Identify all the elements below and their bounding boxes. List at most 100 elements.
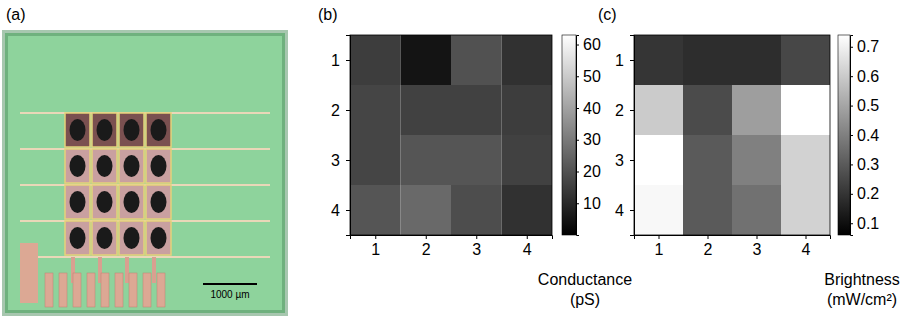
x-tick-mark bbox=[757, 235, 758, 239]
x-axis-line bbox=[351, 236, 553, 240]
x-tick: 3 bbox=[472, 235, 481, 258]
y-axis: 1234 bbox=[331, 36, 350, 236]
colorbar-tick-label: 0.7 bbox=[857, 38, 879, 55]
electrode-line bbox=[20, 148, 270, 150]
heat-cell bbox=[781, 185, 830, 235]
colorbar-tick-label: 50 bbox=[583, 68, 601, 85]
colorbar-tick-label: 0.4 bbox=[857, 127, 879, 144]
colorbar-tick: 0.7 bbox=[850, 38, 879, 55]
colorbar-tick-label: 20 bbox=[583, 163, 601, 180]
pixel-pad bbox=[146, 149, 171, 183]
colorbar-tick: 0.5 bbox=[850, 97, 879, 114]
scale-bar bbox=[203, 283, 257, 285]
scale-bar-label: 1000 µm bbox=[210, 289, 249, 300]
pixel-well bbox=[151, 191, 167, 213]
colorbar-tick-mark bbox=[850, 135, 853, 136]
heat-cell bbox=[683, 185, 732, 235]
colorbar-tick-mark bbox=[576, 203, 579, 204]
colorbar-tick-label: 10 bbox=[583, 195, 601, 212]
y-tick-label: 4 bbox=[615, 202, 624, 219]
colorbar-axis: 10 20 30 40 50 60 bbox=[576, 36, 601, 236]
colorbar-tick: 0.2 bbox=[850, 185, 879, 202]
x-tick: 1 bbox=[371, 235, 380, 258]
contact-pad bbox=[87, 273, 95, 307]
contact-pad bbox=[59, 273, 67, 307]
colorbar-tick: 10 bbox=[576, 195, 601, 212]
heat-cell bbox=[451, 185, 502, 235]
colorbar-axis: 0.10.20.30.40.50.60.7 bbox=[850, 36, 879, 236]
colorbar-tick: 30 bbox=[576, 131, 601, 148]
cells bbox=[350, 35, 552, 235]
y-tick: 1 bbox=[615, 52, 634, 69]
electrode-line bbox=[20, 112, 270, 114]
pixel-pad bbox=[146, 113, 171, 147]
y-tick-mark bbox=[346, 210, 350, 211]
y-axis-line bbox=[346, 36, 351, 236]
heat-cell bbox=[401, 35, 452, 85]
pixel-well bbox=[124, 119, 140, 141]
x-tick-mark bbox=[426, 235, 427, 239]
colorbar-tick: 40 bbox=[576, 100, 601, 117]
colorbar-tick-label: 40 bbox=[583, 100, 601, 117]
pixel-pad bbox=[119, 113, 144, 147]
heat-cell bbox=[781, 135, 830, 185]
x-tick-label: 2 bbox=[422, 241, 431, 258]
panel-label: (c) bbox=[598, 6, 617, 23]
x-tick: 2 bbox=[422, 235, 431, 258]
colorbar-tick: 0.4 bbox=[850, 127, 879, 144]
colorbar-tick-mark bbox=[576, 45, 579, 46]
colorbar-title: Brightness(mW/cm²) bbox=[824, 271, 900, 308]
heat-cell bbox=[732, 35, 781, 85]
pixel-pad bbox=[92, 149, 117, 183]
colorbar-title-line: Brightness bbox=[824, 271, 900, 288]
heat-cell bbox=[401, 85, 452, 135]
colorbar-title-line: Conductance bbox=[538, 271, 632, 288]
y-tick-mark bbox=[630, 210, 634, 211]
plot-frame bbox=[634, 35, 830, 235]
lead bbox=[152, 257, 156, 283]
colorbar-tick-mark bbox=[850, 223, 853, 224]
colorbar-tick-mark bbox=[576, 108, 579, 109]
colorbar-tick-label: 60 bbox=[583, 36, 601, 53]
colorbar-tick-mark bbox=[576, 140, 579, 141]
x-tick: 1 bbox=[655, 235, 664, 258]
x-axis: 1 2 3 4 bbox=[351, 235, 553, 258]
y-tick-mark bbox=[630, 60, 634, 61]
contact-pad bbox=[115, 273, 123, 307]
colorbar-tick: 0.3 bbox=[850, 156, 879, 173]
x-tick-mark bbox=[708, 235, 709, 239]
colorbar-tick-mark bbox=[850, 194, 853, 195]
heat-cell bbox=[451, 35, 502, 85]
heat-cell bbox=[683, 135, 732, 185]
pixel-pad bbox=[92, 185, 117, 219]
heat-cell bbox=[683, 85, 732, 135]
heat-cell bbox=[781, 35, 830, 85]
x-tick-mark bbox=[375, 235, 376, 239]
y-tick: 2 bbox=[331, 102, 350, 119]
y-tick-label: 1 bbox=[331, 52, 340, 69]
y-axis: 1234 bbox=[615, 36, 634, 236]
heat-cell bbox=[502, 85, 553, 135]
heat-cell bbox=[634, 185, 683, 235]
colorbar-tick: 20 bbox=[576, 163, 601, 180]
pixel-pad bbox=[92, 113, 117, 147]
colorbar-tick: 50 bbox=[576, 68, 601, 85]
heat-cell bbox=[683, 35, 732, 85]
colorbar-tick: 60 bbox=[576, 36, 601, 53]
pixel-pad bbox=[146, 221, 171, 255]
photo-panel: 1000 µm bbox=[5, 33, 285, 313]
pixel-pad bbox=[119, 149, 144, 183]
x-tick: 4 bbox=[523, 235, 532, 258]
pixel-well bbox=[124, 191, 140, 213]
figure: 1000 µm(a)12341234102030405060Conductanc… bbox=[0, 0, 907, 322]
y-tick-label: 3 bbox=[331, 152, 340, 169]
x-tick-mark bbox=[659, 235, 660, 239]
x-axis: 1234 bbox=[635, 235, 831, 258]
pixel-well bbox=[124, 155, 140, 177]
contact-pad bbox=[20, 243, 38, 303]
plot-frame bbox=[350, 35, 552, 235]
heatmap-panel: 123412340.10.20.30.40.50.60.7Brightness(… bbox=[615, 35, 900, 308]
heat-cell bbox=[732, 135, 781, 185]
x-tick-label: 4 bbox=[523, 241, 532, 258]
x-tick-label: 1 bbox=[655, 241, 664, 258]
